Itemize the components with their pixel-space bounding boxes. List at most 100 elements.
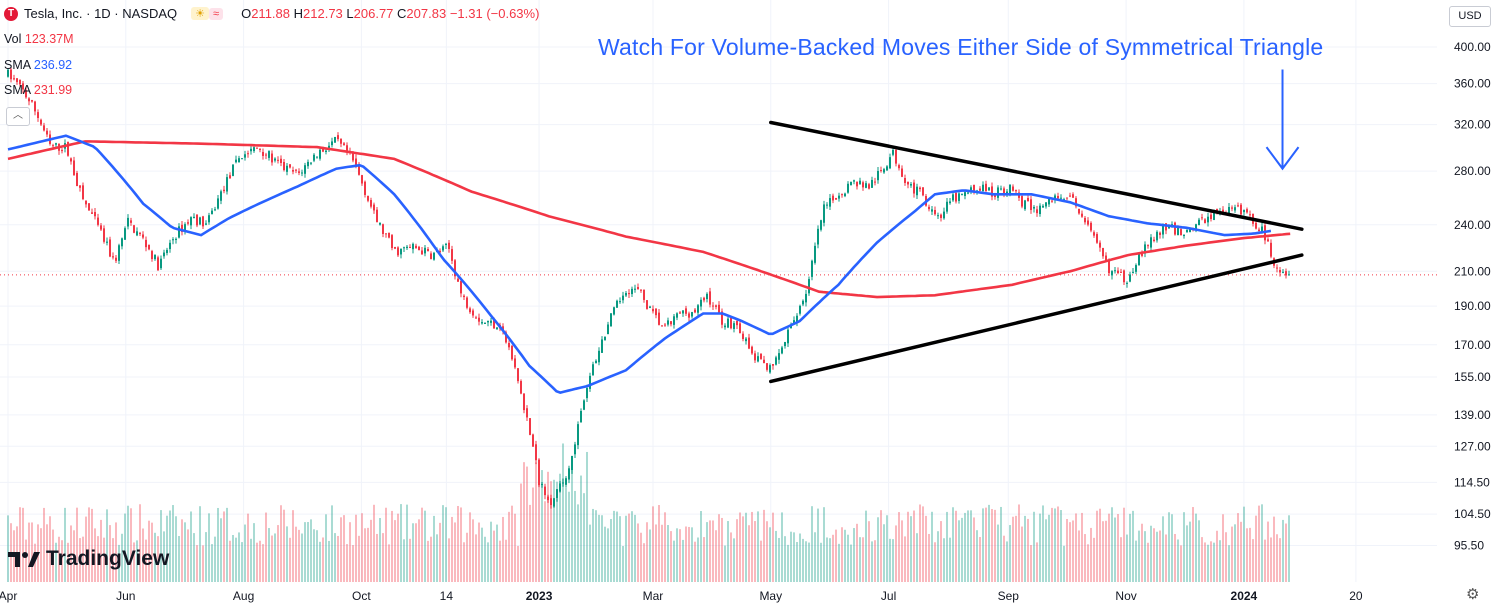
candle-body (391, 235, 393, 249)
candle-body (559, 483, 561, 492)
volume-bar (850, 544, 852, 582)
volume-bar (1204, 542, 1206, 582)
candle-body (673, 316, 675, 325)
candle-body (1027, 197, 1029, 202)
candle-body (640, 289, 642, 291)
currency-button[interactable]: USD (1449, 6, 1491, 27)
volume-bar (1063, 545, 1065, 582)
volume-bar (295, 526, 297, 582)
time-tick-label: Nov (1115, 589, 1136, 603)
tesla-logo-icon: T (4, 6, 18, 21)
volume-bar (712, 520, 714, 582)
candle-body (916, 186, 918, 196)
sma2-legend[interactable]: SMA 231.99 (4, 83, 73, 97)
volume-bar (49, 516, 51, 582)
symbol-title[interactable]: Tesla, Inc. · 1D · NASDAQ (24, 6, 178, 21)
volume-indicator-legend[interactable]: Vol 123.37M (4, 32, 74, 46)
candle-body (229, 175, 231, 179)
volume-bar (706, 522, 708, 582)
volume-bar (1189, 521, 1191, 582)
volume-bar (1285, 523, 1287, 582)
volume-bar (226, 507, 228, 582)
candle-body (1147, 245, 1149, 247)
volume-bar (790, 531, 792, 582)
volume-bar (763, 509, 765, 582)
candle-body (160, 258, 162, 269)
volume-bar (154, 532, 156, 582)
volume-bar (157, 536, 159, 582)
candle-body (211, 210, 213, 215)
volume-bar (502, 516, 504, 582)
volume-bar (247, 513, 249, 582)
candle-body (643, 289, 645, 300)
volume-bar (1078, 530, 1080, 582)
candle-body (748, 337, 750, 349)
candle-body (574, 444, 576, 455)
volume-bar (1111, 507, 1113, 582)
volume-bar (520, 483, 522, 582)
volume-bar (208, 513, 210, 582)
candle-body (28, 98, 30, 102)
candle-body (922, 187, 924, 196)
volume-bar (1276, 534, 1278, 582)
candle-body (433, 252, 435, 260)
candle-body (43, 125, 45, 131)
volume-bar (421, 507, 423, 582)
tradingview-logo[interactable]: TradingView (8, 547, 169, 571)
candle-body (709, 291, 711, 305)
candle-body (247, 153, 249, 155)
candle-body (334, 136, 336, 143)
volume-bar (622, 545, 624, 582)
candle-body (301, 172, 303, 174)
volume-bar (598, 514, 600, 582)
volume-bar (1093, 537, 1095, 582)
volume-bar (232, 534, 234, 582)
candle-body (982, 184, 984, 192)
candle-body (970, 187, 972, 192)
volume-bar (1081, 512, 1083, 582)
volume-bar (619, 516, 621, 582)
volume-bar (1126, 534, 1128, 582)
volume-bar (805, 541, 807, 582)
candle-body (628, 293, 630, 295)
candle-body (217, 198, 219, 209)
volume-bar (511, 505, 513, 582)
volume-bar (1015, 515, 1017, 582)
candle-body (232, 164, 234, 176)
candle-body (907, 181, 909, 185)
candle-body (622, 295, 624, 301)
candle-body (205, 223, 207, 225)
candle-body (94, 211, 96, 217)
price-tick-label: 170.00 (1454, 338, 1491, 352)
volume-bar (1006, 541, 1008, 582)
volume-bar (898, 512, 900, 582)
volume-bar (1039, 513, 1041, 582)
volume-bar (409, 538, 411, 582)
candle-body (1009, 184, 1011, 194)
volume-bar (319, 541, 321, 582)
candle-body (607, 324, 609, 335)
volume-bar (829, 538, 831, 582)
volume-bar (415, 523, 417, 582)
time-axis[interactable]: Apr Jun Aug Oct 14 2023 Mar May Jul Sep Nov 2024 20 (0, 589, 1363, 603)
market-status-badge: ≈ (209, 7, 224, 20)
volume-bar (871, 541, 873, 582)
candle-body (1051, 200, 1053, 202)
collapse-legend-button[interactable]: ︿ (6, 107, 30, 126)
volume-bar (721, 517, 723, 582)
volume-bar (643, 543, 645, 582)
candle-body (262, 151, 264, 156)
volume-bar (481, 527, 483, 582)
candle-body (928, 206, 930, 210)
sma1-legend[interactable]: SMA 236.92 (4, 58, 73, 72)
candle-body (1030, 199, 1032, 211)
volume-bar (1087, 544, 1089, 582)
price-axis[interactable]: 400.00 360.00 320.00 280.00 240.00 210.00 190.… (1454, 40, 1491, 553)
candle-body (730, 317, 732, 329)
gear-icon[interactable]: ⚙ (1466, 586, 1480, 603)
volume-bar (241, 542, 243, 582)
candle-body (1012, 186, 1014, 191)
candle-body (1240, 204, 1242, 215)
candle-body (1201, 217, 1203, 219)
